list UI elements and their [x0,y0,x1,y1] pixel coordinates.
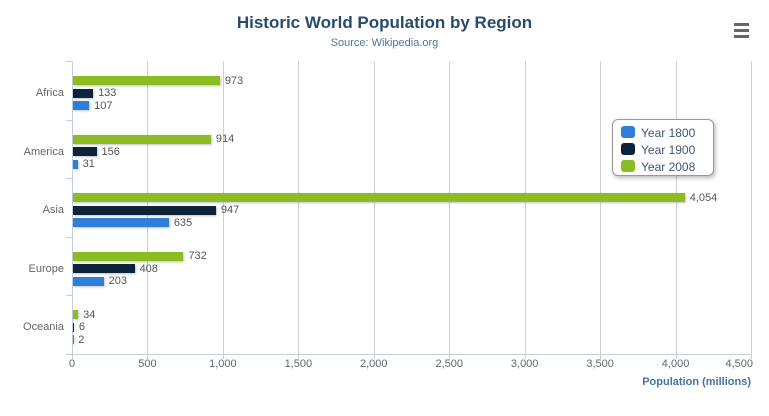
bar-year-2008-america[interactable] [73,134,211,144]
y-axis-line [72,61,73,354]
bar-year-2008-asia[interactable] [73,193,685,203]
gridline [524,61,526,354]
category-label: America [23,145,64,158]
legend-label: Year 2008 [641,160,696,174]
bar-year-2008-oceania[interactable] [73,310,79,320]
bar-year-2008-africa[interactable] [73,76,220,85]
data-label: 914 [215,133,235,146]
x-axis-tick-label: 3,000 [510,358,539,370]
legend-swatch [621,143,635,155]
data-label: 2 [78,333,85,346]
gridline [222,61,224,354]
x-axis-tick [524,354,526,359]
legend-swatch [621,160,635,172]
data-label: 408 [139,262,158,275]
y-axis-tick [66,178,72,180]
data-label: 133 [98,87,117,99]
legend-swatch [621,126,635,138]
category-label: Asia [42,204,64,217]
gridline [675,61,677,354]
x-axis-tick [222,354,224,359]
x-axis-tick-label: 1,000 [209,358,237,370]
bar-year-1900-africa[interactable] [73,88,94,98]
x-axis-tick-label: 4,500 [725,358,753,370]
data-label: 635 [173,216,193,229]
x-axis-line [72,354,751,355]
x-axis-tick [72,354,73,359]
bar-year-1900-oceania[interactable] [73,322,74,332]
legend: Year 1800 Year 1900 Year 2008 [612,119,714,176]
x-axis-tick-label: 3,500 [586,358,614,370]
bar-year-2008-europe[interactable] [73,251,184,261]
bar-year-1800-asia[interactable] [73,218,169,228]
x-axis-tick [373,354,375,359]
bar-year-1800-africa[interactable] [73,101,90,110]
category-label: Europe [28,262,64,275]
gridline [298,61,300,354]
gridline [600,61,602,354]
legend-item-year-1800[interactable]: Year 1800 [613,124,713,140]
y-axis-tick [66,119,72,121]
x-axis-tick-label: 500 [138,358,157,370]
bar-year-1800-europe[interactable] [73,276,104,286]
legend-item-year-2008[interactable]: Year 2008 [613,158,713,174]
data-label: 4,054 [689,191,718,204]
x-axis-tick [751,354,752,359]
chart-title: Historic World Population by Region [236,13,533,32]
gridline [449,61,451,354]
category-label: Oceania [23,321,64,334]
x-axis-tick [675,354,677,359]
x-axis-tick [298,354,300,359]
x-axis-tick-label: 0 [68,358,76,370]
x-axis-tick-label: 1,500 [284,358,313,370]
data-label: 34 [83,308,96,321]
legend-label: Year 1800 [641,126,696,140]
y-axis-tick [66,354,72,355]
data-label: 107 [94,99,113,112]
y-axis-tick [66,61,72,62]
x-axis-tick [147,354,149,359]
x-axis-tick-label: 4,000 [661,358,690,370]
legend-label: Year 1900 [641,143,696,157]
data-label: 6 [78,321,86,334]
gridline [751,61,752,354]
gridline [373,61,375,354]
data-label: 31 [82,158,95,171]
data-label: 203 [108,275,127,288]
hamburger-icon[interactable] [731,19,753,41]
x-axis-tick [449,354,451,359]
category-label: Africa [35,87,64,99]
y-axis-tick [66,295,72,297]
bar-year-1900-europe[interactable] [73,264,135,274]
bar-year-1900-america[interactable] [73,147,97,157]
x-axis-tick-label: 2,500 [435,358,463,370]
x-axis-title: Population (millions) [642,376,751,388]
legend-item-year-1900[interactable]: Year 1900 [613,141,713,157]
bar-year-1800-america[interactable] [73,159,78,169]
data-label: 732 [188,250,207,263]
chart-subtitle: Source: Wikipedia.org [330,37,439,49]
data-label: 973 [224,74,244,87]
data-label: 156 [101,145,120,158]
x-axis-tick-label: 2,000 [360,358,388,370]
x-axis-tick [600,354,602,359]
data-label: 947 [220,204,240,217]
y-axis-tick [66,236,72,238]
bar-year-1900-asia[interactable] [73,205,216,215]
